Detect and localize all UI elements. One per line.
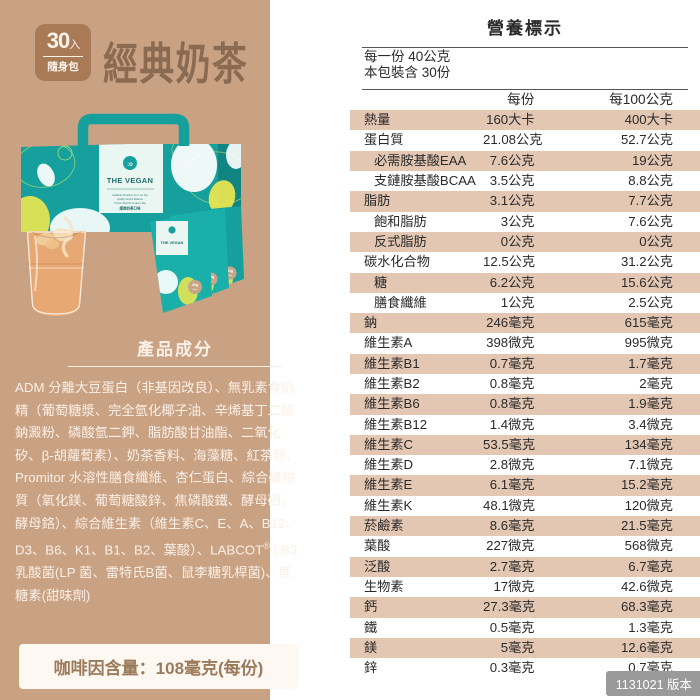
svg-text:Fiber: Fiber bbox=[228, 275, 233, 277]
svg-text:Quality Series Balance: Quality Series Balance bbox=[117, 197, 144, 201]
svg-text:THE VEGAN: THE VEGAN bbox=[161, 240, 184, 245]
svg-text:Fiber: Fiber bbox=[193, 288, 198, 291]
svg-text:經典奶茶口味: 經典奶茶口味 bbox=[120, 206, 141, 211]
svg-text:40g: 40g bbox=[192, 283, 198, 287]
svg-text:Healthier Nutrition For Low Fa: Healthier Nutrition For Low Fat bbox=[112, 193, 148, 197]
svg-text:THE VEGAN: THE VEGAN bbox=[107, 176, 153, 185]
svg-text::o: :o bbox=[127, 162, 133, 168]
svg-text:Protein Mocha Content 30g: Protein Mocha Content 30g bbox=[114, 201, 146, 205]
